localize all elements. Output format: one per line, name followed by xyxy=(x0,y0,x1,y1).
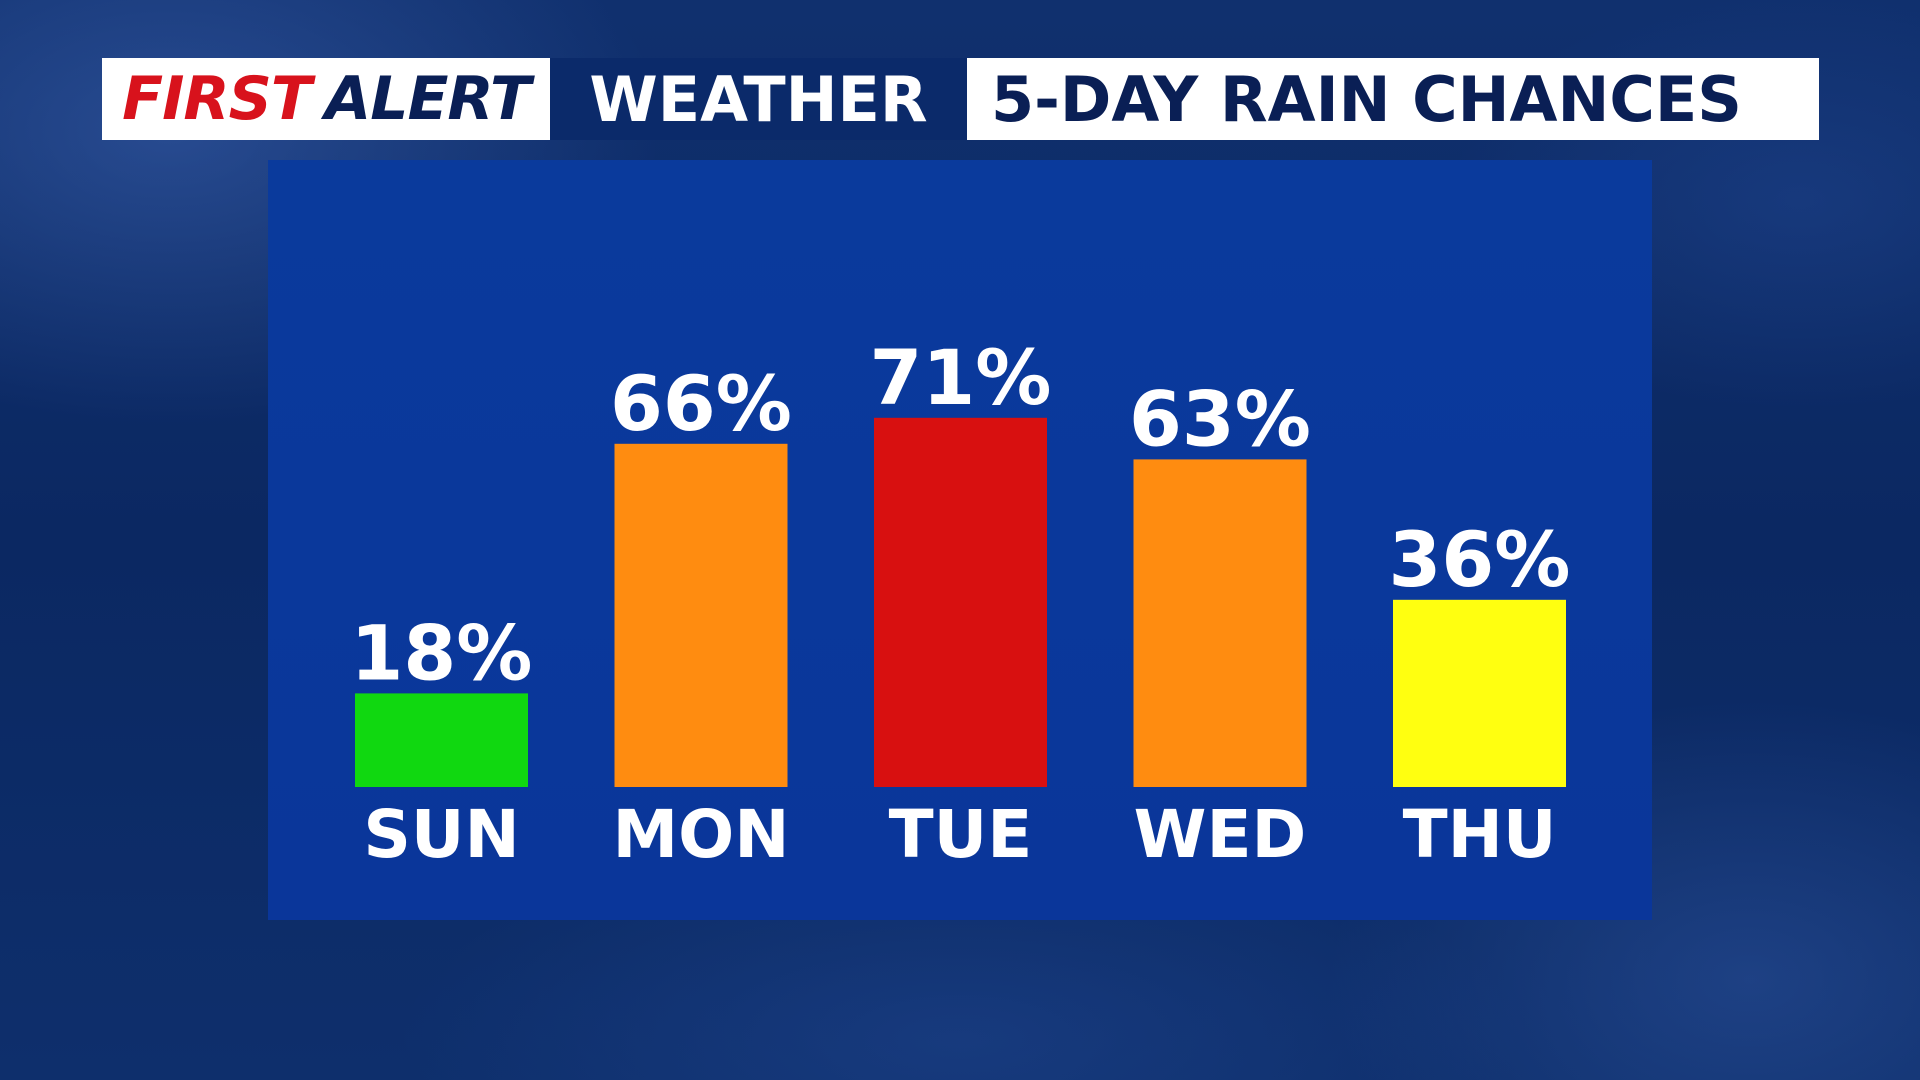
bar-wed xyxy=(1133,459,1307,787)
logo-first-text: FIRST xyxy=(122,64,312,134)
chart-title: 5-DAY RAIN CHANCES xyxy=(967,58,1819,140)
category-label-wed: WED xyxy=(1134,796,1307,873)
value-label-wed: 63% xyxy=(1129,374,1311,463)
bar-tue xyxy=(874,417,1047,787)
logo-alert-text: ALERT xyxy=(324,64,531,134)
value-label-mon: 66% xyxy=(610,359,792,448)
bar-mon xyxy=(614,443,788,787)
category-label-sun: SUN xyxy=(363,796,519,873)
bar-thu xyxy=(1393,599,1566,787)
bar-sun xyxy=(355,693,528,787)
weather-label: WEATHER xyxy=(550,58,967,140)
value-label-thu: 36% xyxy=(1389,515,1571,604)
chart-panel: 18% SUN 66% MON 71% TUE 63% WED 36% THU xyxy=(268,160,1652,920)
category-label-tue: TUE xyxy=(889,796,1033,873)
value-label-sun: 18% xyxy=(351,608,533,697)
bar-chart: 18% SUN 66% MON 71% TUE 63% WED 36% THU xyxy=(351,333,1571,873)
value-label-tue: 71% xyxy=(870,333,1052,422)
first-alert-logo: FIRST ALERT xyxy=(102,58,550,140)
category-label-thu: THU xyxy=(1403,796,1557,873)
category-label-mon: MON xyxy=(612,796,789,873)
